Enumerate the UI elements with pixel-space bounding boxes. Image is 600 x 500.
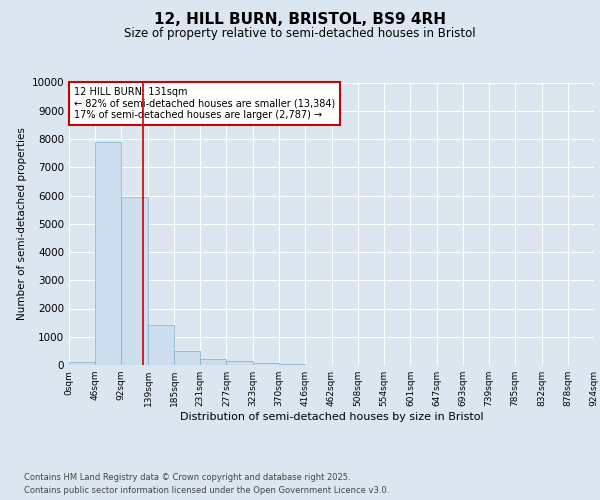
Bar [226,362,253,365]
X-axis label: Distribution of semi-detached houses by size in Bristol: Distribution of semi-detached houses by … [179,412,484,422]
Text: Size of property relative to semi-detached houses in Bristol: Size of property relative to semi-detach… [124,28,476,40]
Bar [148,326,174,365]
Bar [69,362,95,365]
Bar [174,352,200,365]
Text: Contains public sector information licensed under the Open Government Licence v3: Contains public sector information licen… [24,486,389,495]
Text: Contains HM Land Registry data © Crown copyright and database right 2025.: Contains HM Land Registry data © Crown c… [24,472,350,482]
Bar [200,358,226,365]
Bar [253,362,279,365]
Text: 12 HILL BURN: 131sqm
← 82% of semi-detached houses are smaller (13,384)
17% of s: 12 HILL BURN: 131sqm ← 82% of semi-detac… [74,86,335,120]
Bar [279,364,305,365]
Bar [95,142,121,365]
Y-axis label: Number of semi-detached properties: Number of semi-detached properties [17,128,28,320]
Bar [121,197,148,365]
Text: 12, HILL BURN, BRISTOL, BS9 4RH: 12, HILL BURN, BRISTOL, BS9 4RH [154,12,446,28]
